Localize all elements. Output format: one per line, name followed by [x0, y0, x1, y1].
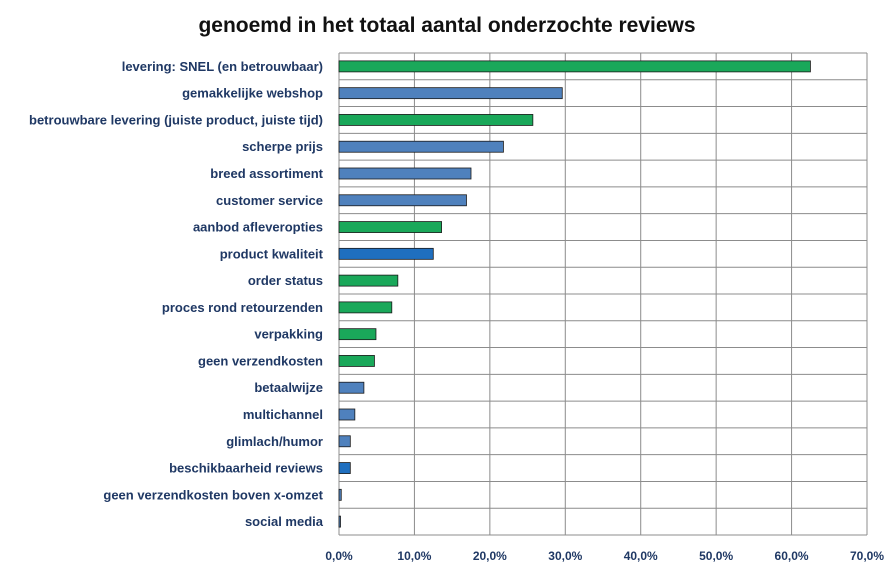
bar: [338, 355, 375, 367]
x-tick-label: 60,0%: [775, 549, 809, 563]
chart-title: genoemd in het totaal aantal onderzochte…: [198, 14, 696, 37]
category-label: betaalwijze: [254, 380, 323, 395]
bar: [338, 381, 365, 394]
category-label: betrouwbare levering (juiste product, ju…: [29, 112, 323, 127]
bar: [338, 114, 534, 126]
x-tick-label: 0,0%: [325, 549, 353, 563]
category-label: aanbod afleveropties: [193, 220, 323, 235]
bar: [338, 140, 504, 153]
category-label: glimlach/humor: [226, 434, 323, 449]
category-label: levering: SNEL (en betrouwbaar): [122, 59, 323, 74]
category-label: gemakkelijke webshop: [182, 86, 323, 101]
x-axis-ticks: 0,0% 10,0% 20,0% 30,0% 40,0% 50,0% 60,0% 70,0%: [325, 549, 884, 563]
bar: [338, 87, 563, 100]
category-label: multichannel: [243, 407, 323, 422]
bar: [338, 221, 442, 233]
x-tick-label: 50,0%: [699, 549, 733, 563]
category-label: geen verzendkosten: [198, 353, 323, 368]
x-tick-label: 20,0%: [473, 549, 507, 563]
bar: [338, 328, 377, 341]
bar: [338, 408, 356, 421]
bars: [338, 60, 811, 528]
bar: [338, 167, 472, 180]
bar: [338, 462, 351, 474]
bar: [338, 435, 351, 448]
bar: [338, 60, 811, 73]
category-label: breed assortiment: [210, 166, 323, 181]
x-tick-label: 40,0%: [624, 549, 658, 563]
x-tick-label: 70,0%: [850, 549, 884, 563]
category-label: order status: [248, 273, 323, 288]
category-label: scherpe prijs: [242, 139, 323, 154]
category-label: customer service: [216, 193, 323, 208]
bar: [338, 274, 399, 287]
category-label: social media: [245, 514, 324, 529]
bar: [338, 488, 342, 501]
category-label: product kwaliteit: [220, 246, 324, 261]
category-label: proces rond retourzenden: [162, 300, 323, 315]
category-label: beschikbaarheid reviews: [169, 461, 323, 476]
bar: [338, 301, 393, 314]
category-label: verpakking: [254, 327, 323, 342]
bar: [338, 515, 341, 528]
x-tick-label: 10,0%: [397, 549, 431, 563]
bar: [338, 194, 467, 207]
gridlines: [338, 52, 868, 536]
category-labels: levering: SNEL (en betrouwbaar) gemakkeli…: [29, 59, 324, 529]
x-tick-label: 30,0%: [548, 549, 582, 563]
bar: [338, 247, 434, 260]
category-label: geen verzendkosten boven x-omzet: [103, 487, 323, 502]
